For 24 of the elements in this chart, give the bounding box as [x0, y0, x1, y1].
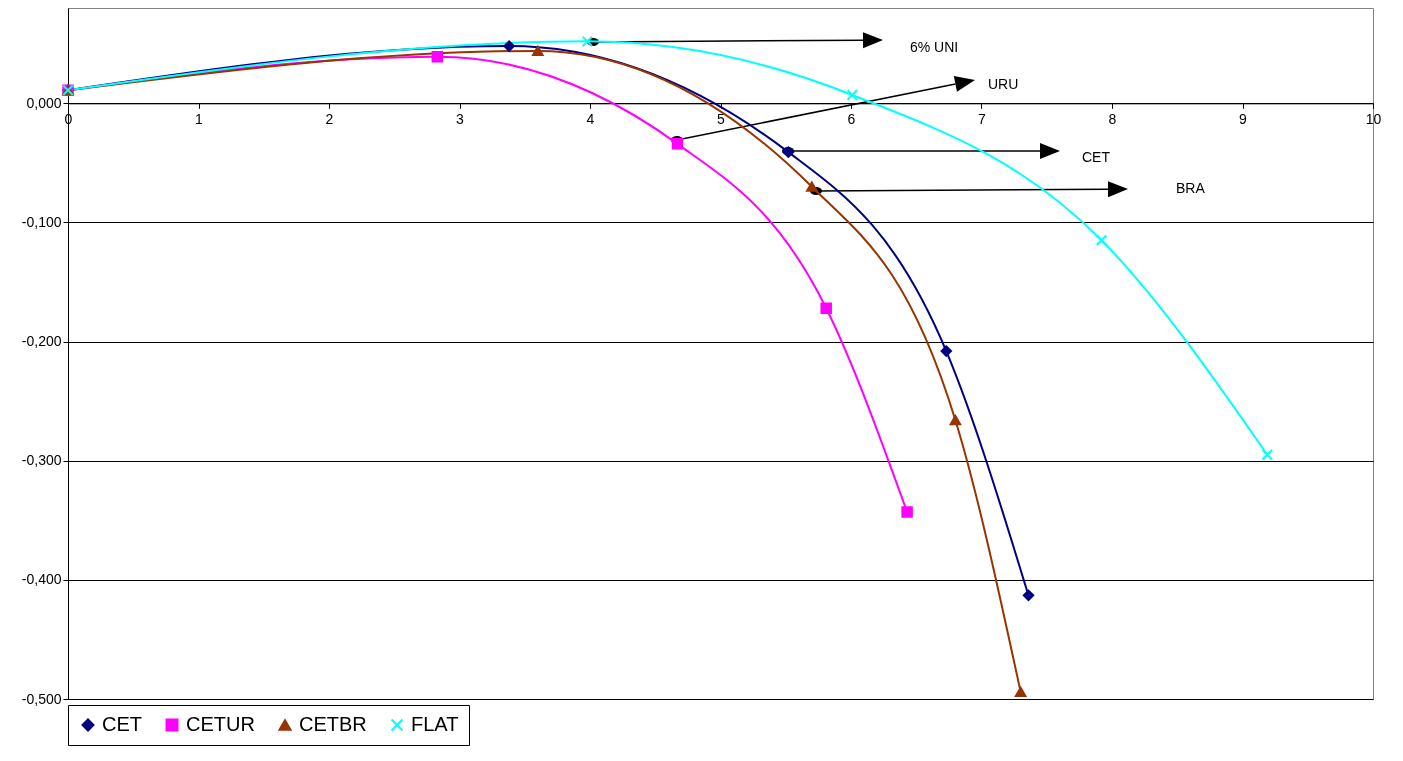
x-tick-label: 1 — [195, 110, 204, 127]
x-tick-label: 5 — [717, 110, 726, 127]
y-tick-label: -0,200 — [21, 333, 62, 350]
x-tick-label: 9 — [1239, 110, 1248, 127]
annotation: BRA — [1176, 180, 1206, 196]
x-tick-label: 10 — [1365, 110, 1382, 127]
annotation: CET — [1082, 149, 1111, 165]
x-tick-label: 2 — [325, 110, 334, 127]
x-tick-label: 3 — [456, 110, 465, 127]
y-tick-label: 0,000 — [26, 94, 62, 111]
legend-label: FLAT — [411, 713, 459, 735]
y-tick-label: -0,500 — [21, 690, 62, 707]
y-tick-label: -0,300 — [21, 452, 62, 469]
y-tick-label: -0,100 — [21, 213, 62, 230]
annotation: URU — [988, 76, 1019, 92]
x-tick-label: 8 — [1108, 110, 1117, 127]
legend-label: CETBR — [299, 713, 367, 735]
annotation: 6% UNI — [910, 39, 959, 55]
x-tick-label: 7 — [978, 110, 987, 127]
y-tick-label: -0,400 — [21, 571, 62, 588]
x-tick-label: 6 — [847, 110, 856, 127]
legend-label: CET — [102, 713, 142, 735]
legend-label: CETUR — [186, 713, 255, 735]
x-tick-label: 4 — [586, 110, 595, 127]
